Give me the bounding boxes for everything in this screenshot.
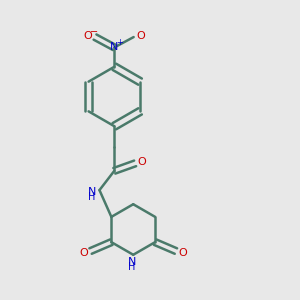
- Text: H: H: [88, 192, 95, 202]
- Text: −: −: [90, 27, 98, 37]
- Text: O: O: [178, 248, 187, 257]
- Text: N: N: [110, 43, 118, 52]
- Text: +: +: [116, 38, 123, 46]
- Text: O: O: [83, 31, 92, 40]
- Text: O: O: [80, 248, 88, 257]
- Text: O: O: [137, 31, 146, 40]
- Text: N: N: [88, 187, 96, 196]
- Text: H: H: [128, 262, 135, 272]
- Text: O: O: [137, 157, 146, 167]
- Text: N: N: [128, 257, 136, 267]
